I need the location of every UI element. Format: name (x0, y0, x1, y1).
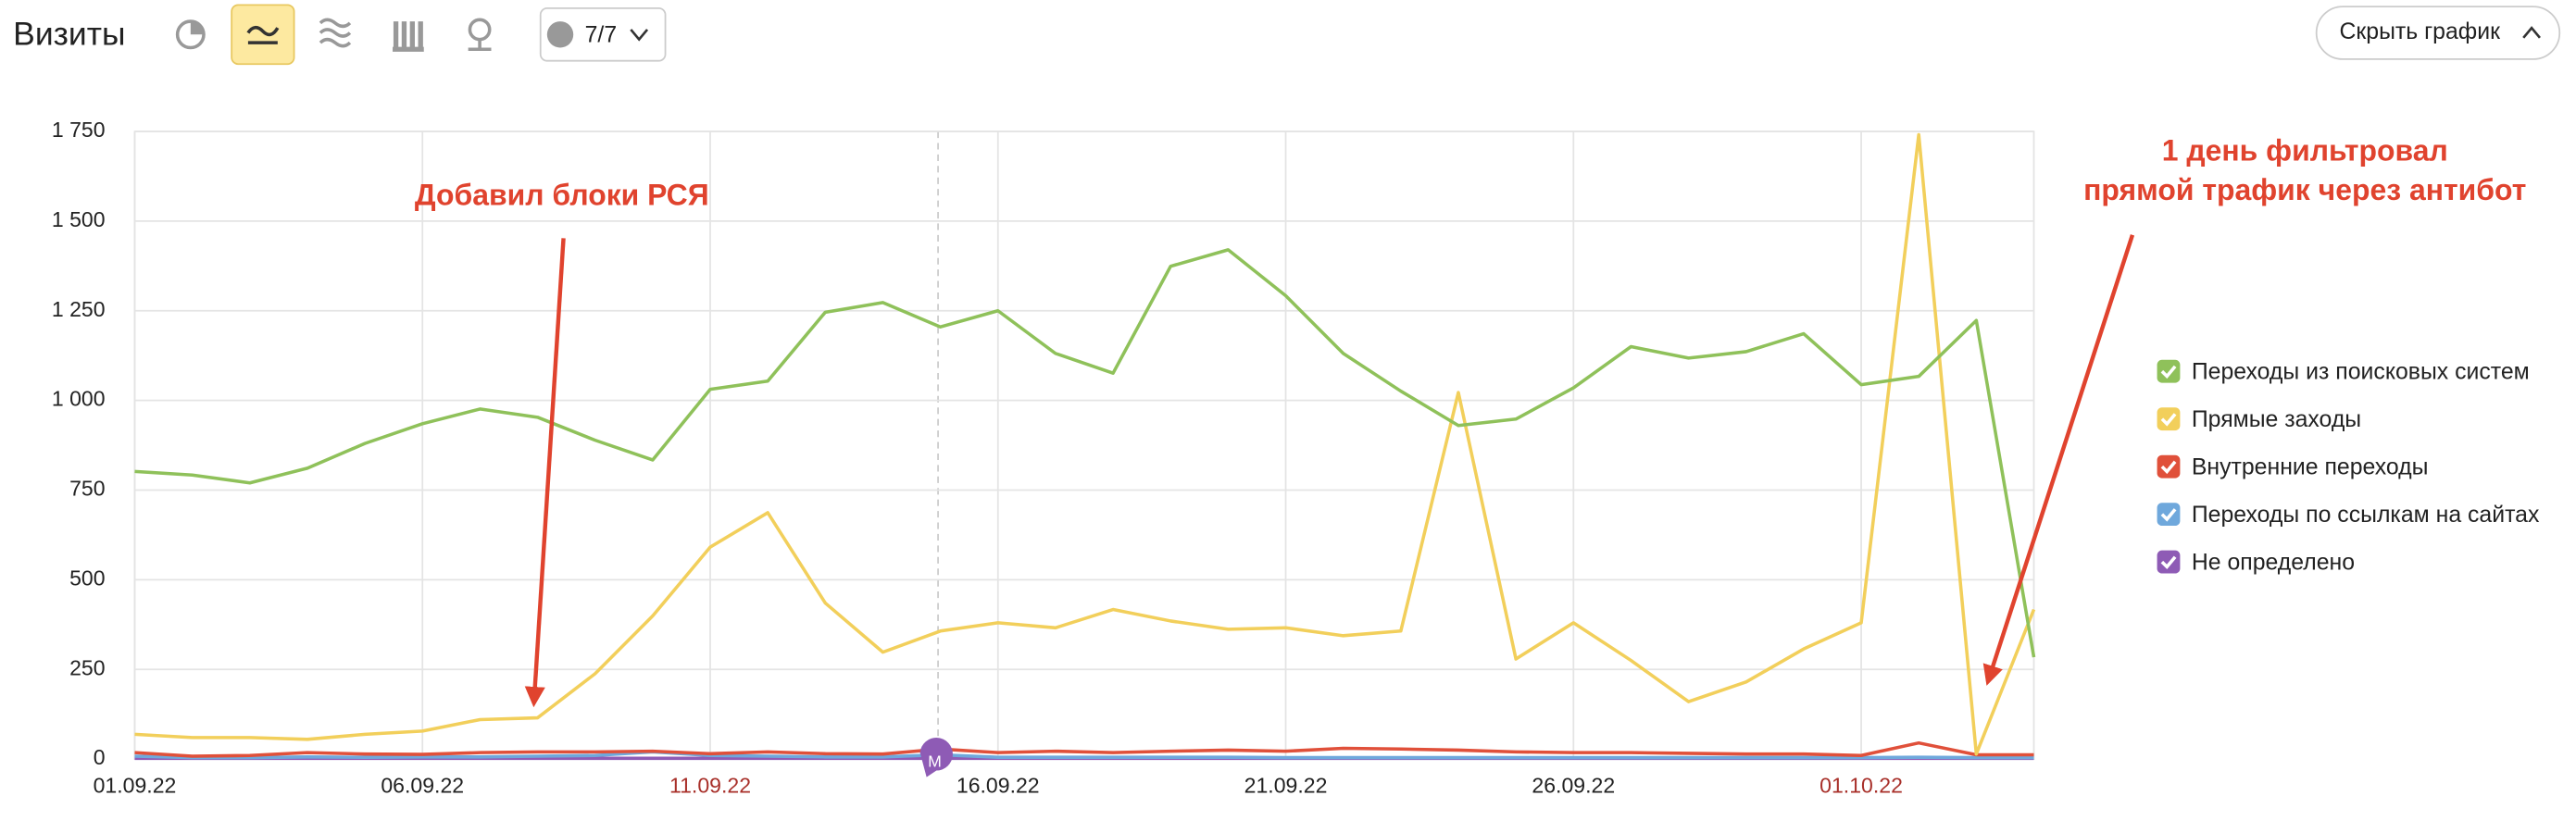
legend-check (2160, 365, 2177, 379)
comments-button[interactable]: 7/7 (539, 6, 667, 62)
y-tick-label: 750 (69, 477, 105, 501)
legend-checkbox[interactable] (2157, 550, 2181, 574)
legend-checkbox[interactable] (2157, 407, 2181, 431)
x-tick-label: 11.09.22 (669, 773, 751, 797)
view-line-button[interactable] (231, 4, 295, 66)
x-tick-label: 01.09.22 (94, 773, 177, 797)
plot-frame (133, 131, 2035, 761)
legend-label[interactable]: Переходы из поисковых систем (2192, 360, 2530, 385)
view-area-button[interactable] (319, 18, 352, 48)
series-line (134, 132, 2036, 756)
annotation-arrow (524, 238, 566, 708)
legend-check (2160, 508, 2177, 522)
y-tick-label: 1 000 (52, 387, 106, 411)
legend-label[interactable]: Не определено (2192, 550, 2355, 575)
comment-marker-label: М (928, 752, 942, 770)
y-tick-label: 0 (94, 745, 106, 769)
view-pie-button[interactable] (175, 19, 206, 50)
x-tick-label: 26.09.22 (1532, 773, 1615, 797)
x-tick-label: 21.09.22 (1244, 773, 1328, 797)
legend-check (2160, 555, 2177, 570)
view-bar-button[interactable] (393, 21, 424, 52)
comment-marker[interactable]: М (919, 738, 953, 777)
legend-checkbox[interactable] (2157, 359, 2181, 383)
hide-chart-label: Скрыть график (2340, 19, 2501, 44)
legend-label[interactable]: Переходы по ссылкам на сайтах (2192, 503, 2540, 528)
legend-check (2160, 413, 2177, 427)
series-line (134, 750, 2034, 760)
comments-count: 7/7 (585, 23, 618, 48)
y-tick-label: 500 (69, 566, 105, 590)
legend-check (2160, 460, 2177, 475)
y-tick-label: 250 (69, 655, 105, 679)
page-title: Визиты (13, 15, 125, 52)
legend-label[interactable]: Прямые заходы (2192, 407, 2361, 432)
y-tick-label: 1 500 (52, 207, 106, 231)
y-tick-label: 1 250 (52, 297, 106, 321)
y-tick-label: 1 750 (52, 118, 106, 142)
x-tick-label: 01.10.22 (1819, 773, 1903, 797)
annotation-arrow (1982, 234, 2135, 686)
x-tick-label: 16.09.22 (957, 773, 1040, 797)
legend-checkbox[interactable] (2157, 503, 2181, 527)
view-map-button[interactable] (468, 18, 492, 52)
annotation: прямой трафик через антибот (2083, 173, 2526, 206)
x-tick-label: 06.09.22 (381, 773, 464, 797)
annotation: Добавил блоки РСЯ (415, 178, 709, 211)
series-line (134, 740, 2034, 758)
series-line (134, 248, 2036, 658)
legend-label[interactable]: Внутренние переходы (2192, 454, 2429, 479)
legend-checkbox[interactable] (2157, 454, 2181, 479)
hide-chart-button[interactable]: Скрыть график (2315, 6, 2561, 60)
annotation: 1 день фильтровал (2162, 134, 2448, 168)
